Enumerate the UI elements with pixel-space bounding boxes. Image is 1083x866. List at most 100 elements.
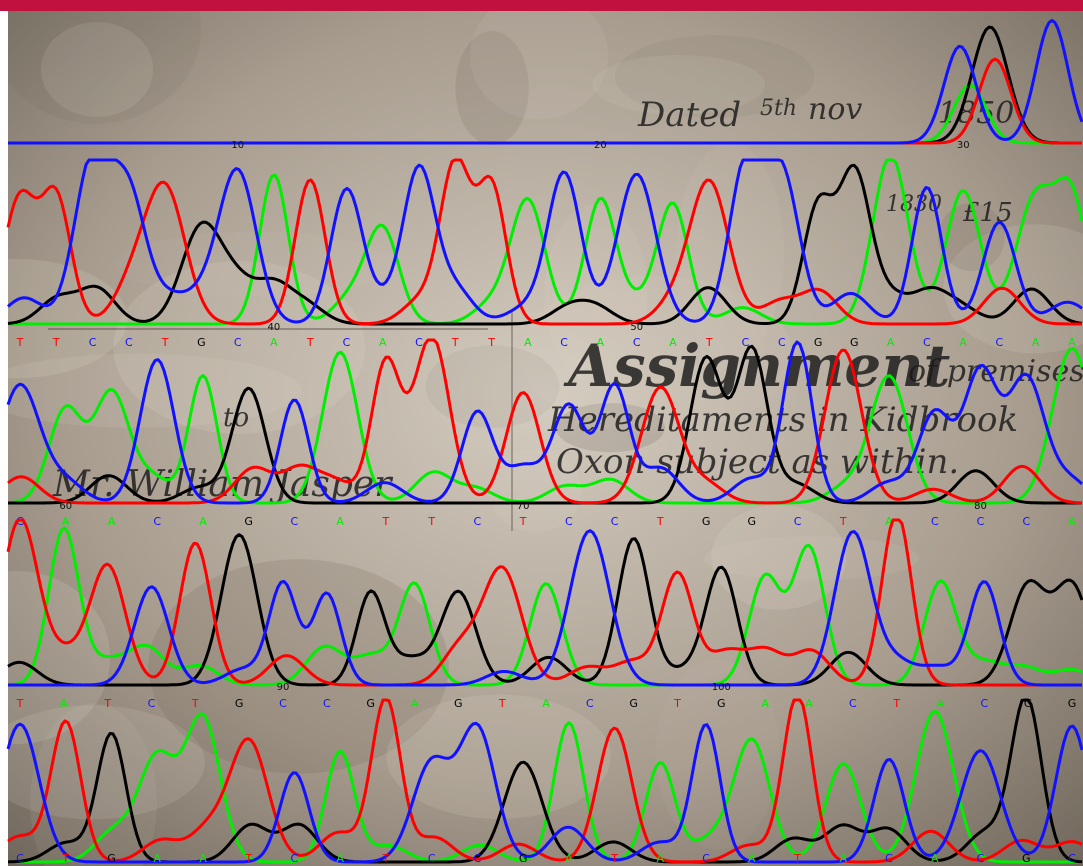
base-call: A: [270, 336, 278, 349]
trace-t: [7, 698, 1083, 864]
base-call: T: [306, 336, 314, 349]
base-call: A: [565, 852, 573, 865]
base-call: A: [748, 852, 756, 865]
base-call: C: [1068, 852, 1076, 865]
paper-stain: [544, 203, 648, 384]
base-call: C: [428, 852, 436, 865]
base-call: A: [60, 697, 68, 710]
paper-stain: [148, 559, 449, 774]
trace-c: [8, 18, 1083, 145]
trace-row-3: C A A C A G C A T T C T C C T G G C T A C C C A 60 70 80: [6, 338, 1083, 528]
base-call: C: [633, 336, 641, 349]
base-call: A: [669, 336, 677, 349]
paper-stain: [703, 536, 920, 581]
base-call: A: [153, 852, 161, 865]
position-number: 100: [712, 682, 731, 693]
base-call: C: [1022, 515, 1030, 528]
trace-c: [6, 340, 1083, 505]
base-call: G: [748, 515, 757, 528]
trace-a: [8, 709, 1082, 864]
base-call: G: [814, 336, 823, 349]
base-call: A: [411, 697, 419, 710]
position-number: 30: [957, 140, 970, 151]
trace-c: [8, 529, 1082, 687]
base-call: C: [778, 336, 786, 349]
base-call: T: [610, 852, 618, 865]
base-call: C: [415, 336, 423, 349]
base-call: G: [519, 852, 528, 865]
base-call: A: [199, 852, 207, 865]
paper-stain: [938, 203, 1005, 271]
paper-stain: [943, 224, 1083, 354]
base-call: C: [148, 697, 156, 710]
base-call: A: [761, 697, 769, 710]
paper-stain: [30, 703, 157, 866]
base-call: C: [343, 336, 351, 349]
base-call: C: [996, 336, 1004, 349]
base-call: T: [103, 697, 111, 710]
base-call: A: [931, 852, 939, 865]
base-call: A: [1032, 336, 1040, 349]
paper-stain: [41, 22, 154, 117]
base-call: A: [887, 336, 895, 349]
base-call: A: [336, 852, 344, 865]
base-call: T: [498, 697, 506, 710]
base-call: G: [717, 697, 726, 710]
base-call: C: [291, 852, 299, 865]
base-call: T: [892, 697, 900, 710]
base-call: C: [742, 336, 750, 349]
base-call: T: [161, 336, 169, 349]
position-number: 10: [231, 140, 244, 151]
base-call: T: [191, 697, 199, 710]
base-call: C: [153, 515, 161, 528]
trace-row-2: T T C C T G C A T C A C T T A C A C A T C C G G A C A C A A 40 50: [6, 158, 1083, 349]
base-call: A: [379, 336, 387, 349]
paper-stain: [555, 403, 666, 453]
base-call: A: [62, 515, 70, 528]
manuscript-text: Dated 5th nov 1850 1830 £15 Assignment o…: [48, 92, 1083, 531]
base-call: C: [560, 336, 568, 349]
base-call: C: [611, 515, 619, 528]
base-call: A: [524, 336, 532, 349]
base-call: T: [793, 852, 801, 865]
base-call: T: [451, 336, 459, 349]
base-call: A: [597, 336, 605, 349]
trace-a: [7, 347, 1083, 505]
base-call: A: [840, 852, 848, 865]
base-call: G: [454, 697, 463, 710]
base-call: C: [291, 515, 299, 528]
trace-a: [8, 158, 1083, 326]
trace-c: [7, 158, 1083, 324]
top-frame-bar: [0, 0, 1083, 11]
position-number: 90: [277, 682, 290, 693]
base-call: T: [382, 515, 390, 528]
position-number: 20: [594, 140, 607, 151]
manuscript-dated: Dated: [637, 95, 741, 135]
base-call: T: [519, 515, 527, 528]
paper-stain: [489, 448, 582, 533]
paper-stain: [455, 31, 529, 146]
base-call: A: [336, 515, 344, 528]
base-call: G: [1024, 697, 1033, 710]
paper-stain: [592, 55, 766, 115]
base-call: C: [980, 697, 988, 710]
base-call: T: [427, 515, 435, 528]
position-number: 60: [59, 501, 72, 512]
paper-stain: [425, 345, 560, 428]
base-call: C: [474, 852, 482, 865]
base-call: C: [702, 852, 710, 865]
position-number: 40: [268, 322, 281, 333]
base-call: A: [959, 336, 967, 349]
base-call: G: [1022, 852, 1031, 865]
base-call: T: [244, 852, 252, 865]
base-call: C: [977, 852, 985, 865]
base-call: A: [885, 515, 893, 528]
base-call: C: [565, 515, 573, 528]
base-call: G: [107, 852, 116, 865]
base-call: T: [382, 852, 390, 865]
paper-stain: [8, 11, 202, 124]
base-call: T: [487, 336, 495, 349]
base-call: C: [586, 697, 594, 710]
position-number: 70: [517, 501, 530, 512]
